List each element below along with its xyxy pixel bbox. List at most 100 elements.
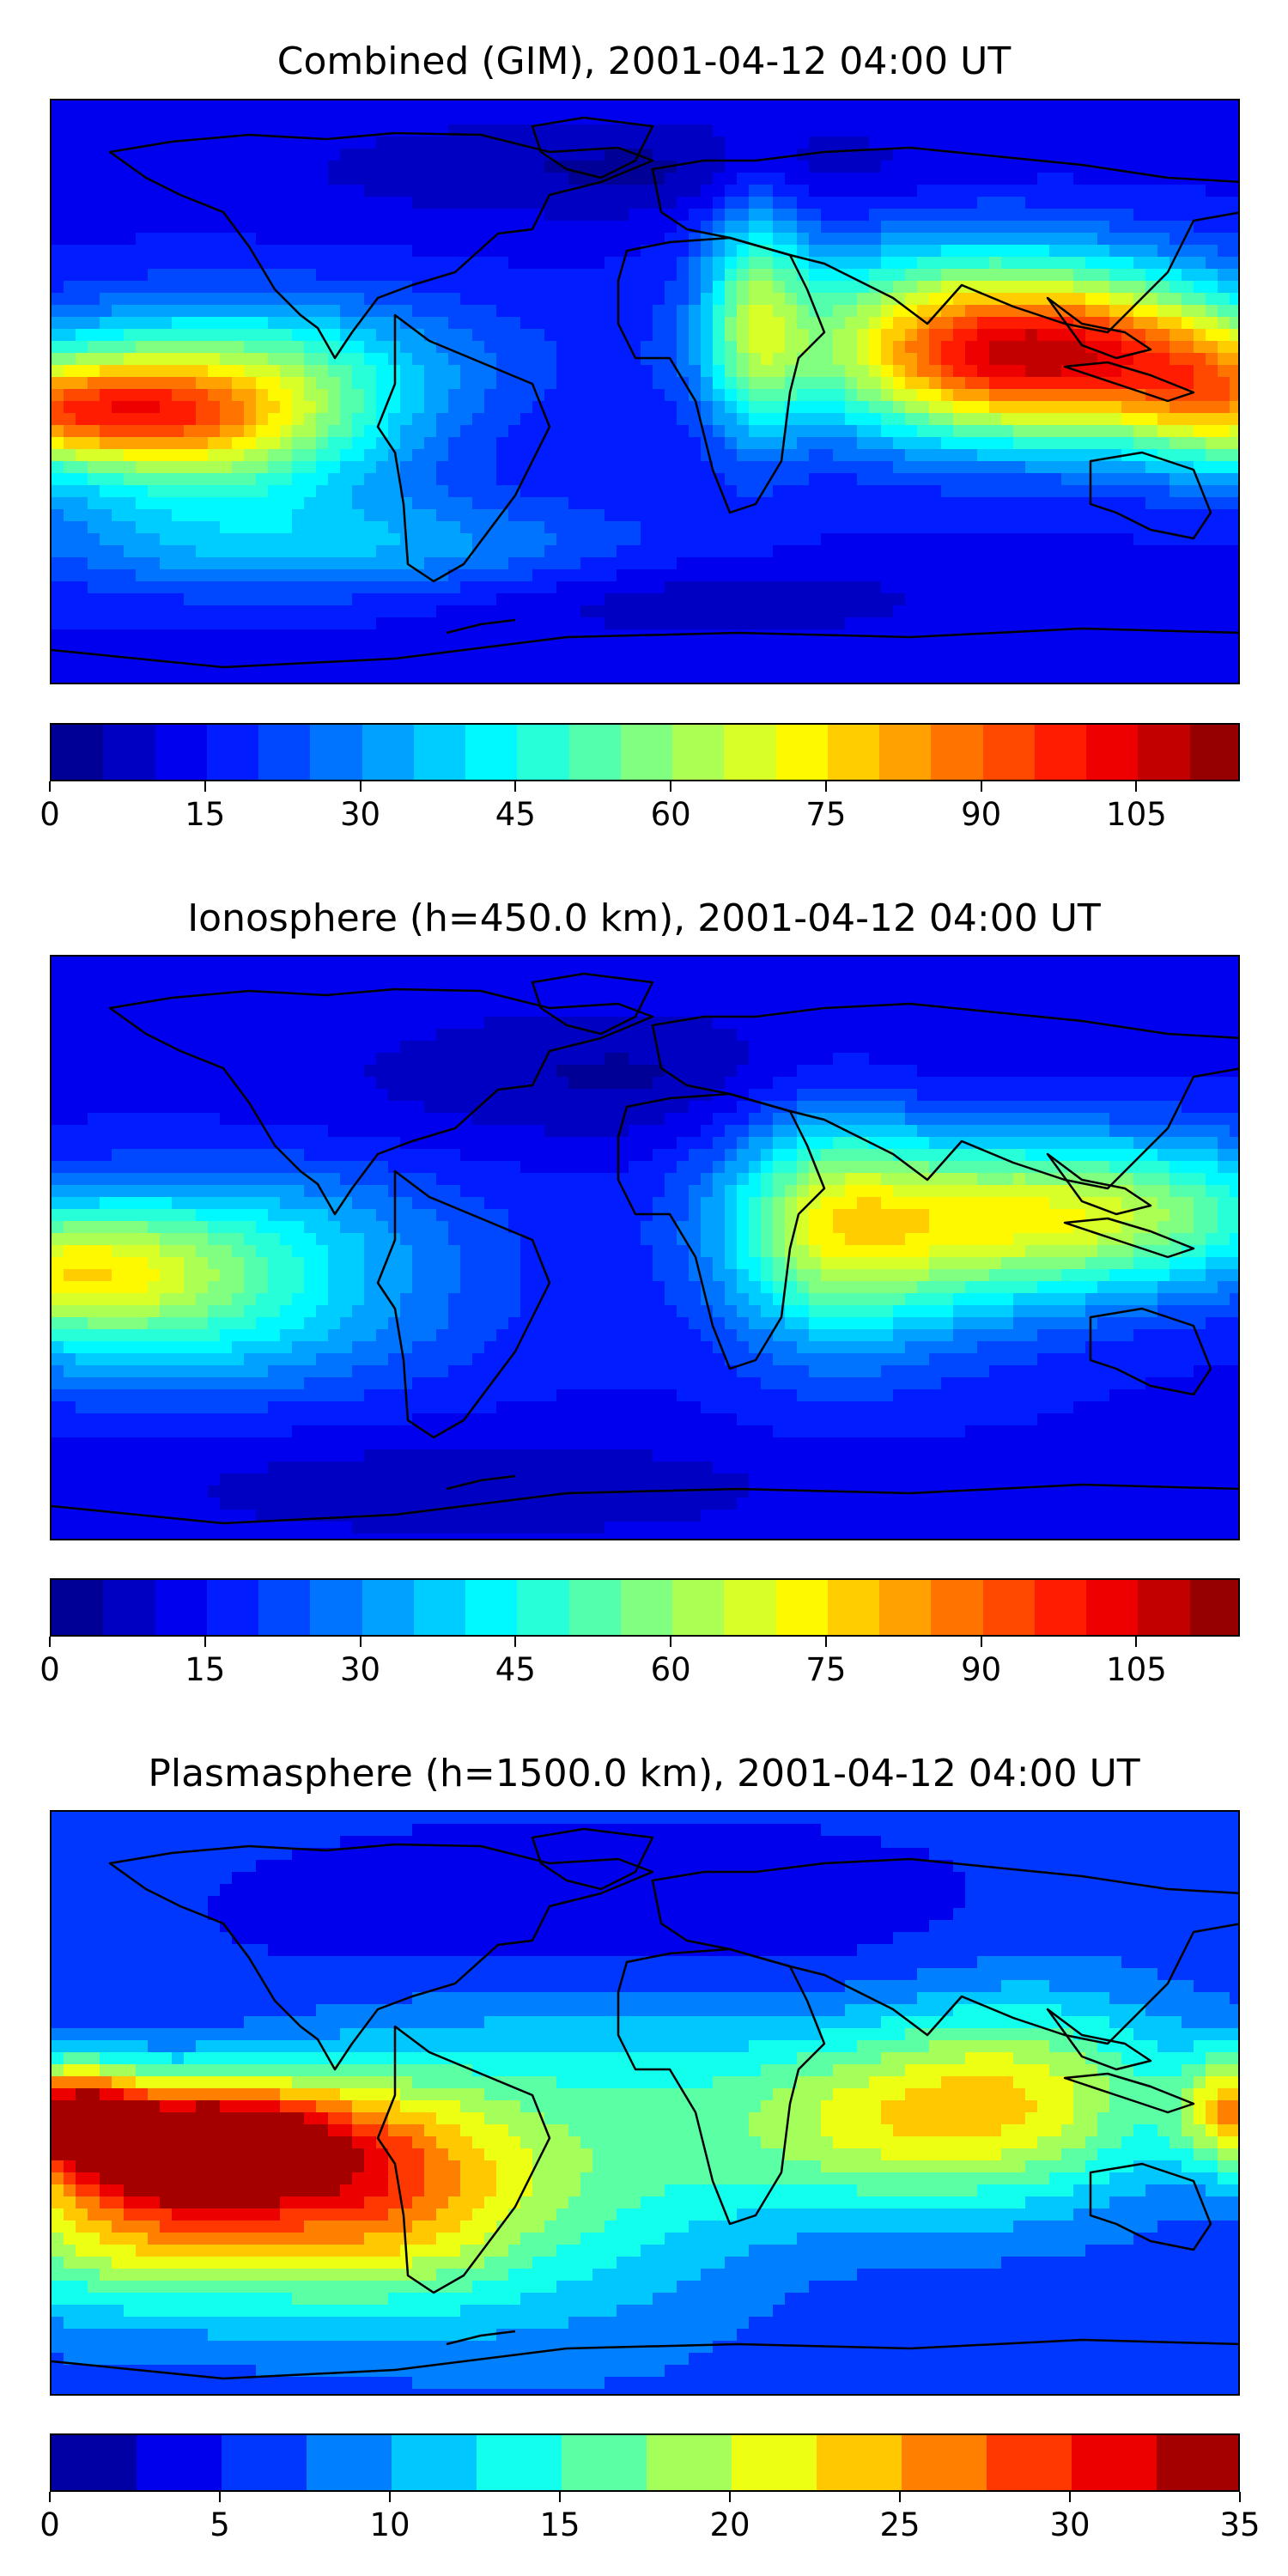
colorbar-segment <box>362 725 415 780</box>
colorbar-tick-label: 15 <box>539 2506 580 2543</box>
colorbar-segment <box>1086 725 1139 780</box>
tec-map <box>50 99 1240 684</box>
colorbar-segment <box>52 725 104 780</box>
colorbar-tick-label: 15 <box>185 1651 226 1688</box>
colorbar-tick-label: 30 <box>340 1651 381 1688</box>
colorbar-tick-label: 0 <box>39 796 60 833</box>
colorbar-segment <box>414 1580 466 1635</box>
colorbar-ticks: 0 5 10 15 20 25 30 35 <box>39 2492 1261 2543</box>
coastline <box>1046 1152 1152 1216</box>
panel-title: Plasmasphere (h=1500.0 km), 2001-04-12 0… <box>148 1752 1140 1795</box>
colorbar-segment <box>931 1580 984 1635</box>
colorbar-tick-label: 105 <box>1106 1651 1167 1688</box>
coastline <box>376 313 551 583</box>
colorbar-ticks: 0 15 30 45 60 75 90 105 <box>39 1637 1240 1688</box>
coastline <box>108 1843 654 2071</box>
coastline <box>531 1827 654 1891</box>
colorbar-tick-label: 10 <box>369 2506 410 2543</box>
coastline <box>376 2025 551 2294</box>
colorbar-segment <box>569 1580 622 1635</box>
coastline <box>531 116 654 179</box>
coastline <box>651 1857 1238 2045</box>
colorbar-tick-label: 15 <box>185 796 226 833</box>
colorbar-segment <box>879 1580 932 1635</box>
colorbar-segment <box>155 725 208 780</box>
colorbar-segment <box>137 2435 222 2490</box>
coastline <box>1046 296 1152 360</box>
colorbar-segment <box>569 725 622 780</box>
colorbar-segment <box>103 1580 156 1635</box>
colorbar-tick-label: 30 <box>1049 2506 1091 2543</box>
tec-map <box>50 1810 1240 2396</box>
coastline <box>1089 2162 1212 2251</box>
panel-title: Ionosphere (h=450.0 km), 2001-04-12 04:0… <box>187 896 1101 940</box>
colorbar-tick-label: 30 <box>340 796 381 833</box>
colorbar-tick-label: 0 <box>39 2506 60 2543</box>
colorbar-tick-label: 0 <box>39 1651 60 1688</box>
colorbar-segment <box>1035 1580 1087 1635</box>
colorbar-segment <box>1190 725 1238 780</box>
coastline <box>651 1002 1238 1190</box>
colorbar-segment <box>307 2435 392 2490</box>
colorbar-segment <box>517 725 570 780</box>
colorbar-tick-label: 35 <box>1219 2506 1261 2543</box>
colorbar-segment <box>465 725 518 780</box>
colorbar-tick-label: 90 <box>961 1651 1002 1688</box>
colorbar-segment <box>672 725 725 780</box>
colorbar-tick-label: 25 <box>879 2506 920 2543</box>
coastline <box>1063 361 1195 403</box>
colorbar-segment <box>987 2435 1072 2490</box>
coastline <box>52 1483 1238 1525</box>
colorbar-segment <box>362 1580 415 1635</box>
colorbar-tick-label: 90 <box>961 796 1002 833</box>
colorbar-segment <box>983 725 1036 780</box>
colorbar-tick-label: 45 <box>495 1651 536 1688</box>
colorbar <box>50 723 1240 781</box>
colorbar-tick-label: 60 <box>650 796 691 833</box>
colorbar-segment <box>258 725 311 780</box>
colorbar-tick-label: 75 <box>805 796 847 833</box>
colorbar-segment <box>52 2435 137 2490</box>
colorbar-segment <box>222 2435 307 2490</box>
colorbar-segment <box>931 725 984 780</box>
coastline <box>446 618 516 635</box>
colorbar-segment <box>902 2435 987 2490</box>
colorbar-segment <box>776 1580 829 1635</box>
colorbar-segment <box>672 1580 725 1635</box>
colorbar-segment <box>392 2435 477 2490</box>
colorbar-segment <box>732 2435 817 2490</box>
colorbar-segment <box>207 725 259 780</box>
coastline <box>376 1170 551 1439</box>
coastline <box>1063 2072 1195 2114</box>
coastline <box>446 1474 516 1491</box>
colorbar-tick-label: 20 <box>709 2506 750 2543</box>
colorbar-segment <box>776 725 829 780</box>
colorbar-segment <box>1190 1580 1238 1635</box>
colorbar-tick-label: 45 <box>495 796 536 833</box>
colorbar-segment <box>517 1580 570 1635</box>
colorbar-segment <box>477 2435 562 2490</box>
coastline <box>108 987 654 1216</box>
colorbar-segment <box>1072 2435 1157 2490</box>
colorbar-segment <box>1086 1580 1139 1635</box>
tec-map <box>50 955 1240 1540</box>
colorbar-segment <box>310 725 363 780</box>
colorbar-tick-label: 60 <box>650 1651 691 1688</box>
coastline <box>1089 1307 1212 1396</box>
colorbar-segment <box>879 725 932 780</box>
colorbar-segment <box>1138 725 1191 780</box>
colorbar-segment <box>310 1580 363 1635</box>
colorbar-segment <box>562 2435 647 2490</box>
colorbar-segment <box>647 2435 732 2490</box>
coastline <box>651 146 1238 334</box>
colorbar-segment <box>817 2435 902 2490</box>
colorbar-segment <box>1157 2435 1238 2490</box>
colorbar-segment <box>828 1580 880 1635</box>
coastline <box>1063 1217 1195 1259</box>
colorbar-segment <box>258 1580 311 1635</box>
colorbar-segment <box>621 1580 673 1635</box>
colorbar <box>50 2433 1240 2492</box>
panel-title: Combined (GIM), 2001-04-12 04:00 UT <box>276 39 1012 83</box>
colorbar-segment <box>724 725 777 780</box>
coastline <box>108 131 654 360</box>
